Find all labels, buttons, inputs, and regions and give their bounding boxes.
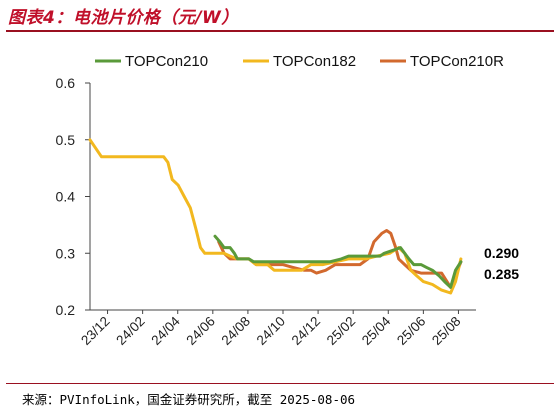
- series-line-topcon210: [213, 234, 463, 289]
- x-tick-label: 24/10: [254, 314, 289, 349]
- end-labels: 0.290 0.285: [484, 245, 519, 282]
- y-tick-label: 0.5: [56, 132, 76, 148]
- y-tick-label: 0.4: [56, 189, 76, 205]
- legend-label: TOPCon210R: [410, 53, 504, 70]
- title-rule: [6, 30, 554, 32]
- x-tick-label: 24/04: [148, 313, 183, 348]
- x-tick-label: 25/02: [324, 314, 359, 349]
- legend-label: TOPCon182: [273, 53, 356, 70]
- x-tick-label: 24/12: [289, 314, 324, 349]
- end-value-label: 0.285: [484, 266, 519, 282]
- x-tick-label: 25/04: [359, 313, 394, 348]
- x-tick-label: 25/08: [429, 314, 464, 349]
- x-tick-label: 24/06: [183, 314, 218, 349]
- series-lines: [88, 138, 463, 295]
- series-line-topcon182: [88, 138, 463, 295]
- y-tick-label: 0.3: [56, 245, 76, 261]
- end-value-label: 0.290: [484, 245, 519, 261]
- source-rule: [6, 383, 554, 384]
- x-tick-label: 23/12: [78, 314, 113, 349]
- y-tick-label: 0.2: [56, 302, 76, 318]
- legend: TOPCon210 TOPCon182 TOPCon210R: [95, 53, 504, 70]
- chart-title: 图表4：电池片价格（元/W）: [8, 8, 239, 28]
- x-tick-label: 24/02: [113, 314, 148, 349]
- legend-label: TOPCon210: [125, 53, 208, 70]
- x-tick-label: 24/08: [219, 314, 254, 349]
- x-tick-label: 25/06: [394, 314, 429, 349]
- y-tick-label: 0.6: [56, 75, 76, 91]
- axes: 0.2 0.3 0.4 0.5 0.6 23/12 24/02 24/04 24/06 24/08…: [56, 75, 476, 348]
- source-note: 来源：PVInfoLink，国金证券研究所，截至 2025-08-06: [22, 392, 356, 407]
